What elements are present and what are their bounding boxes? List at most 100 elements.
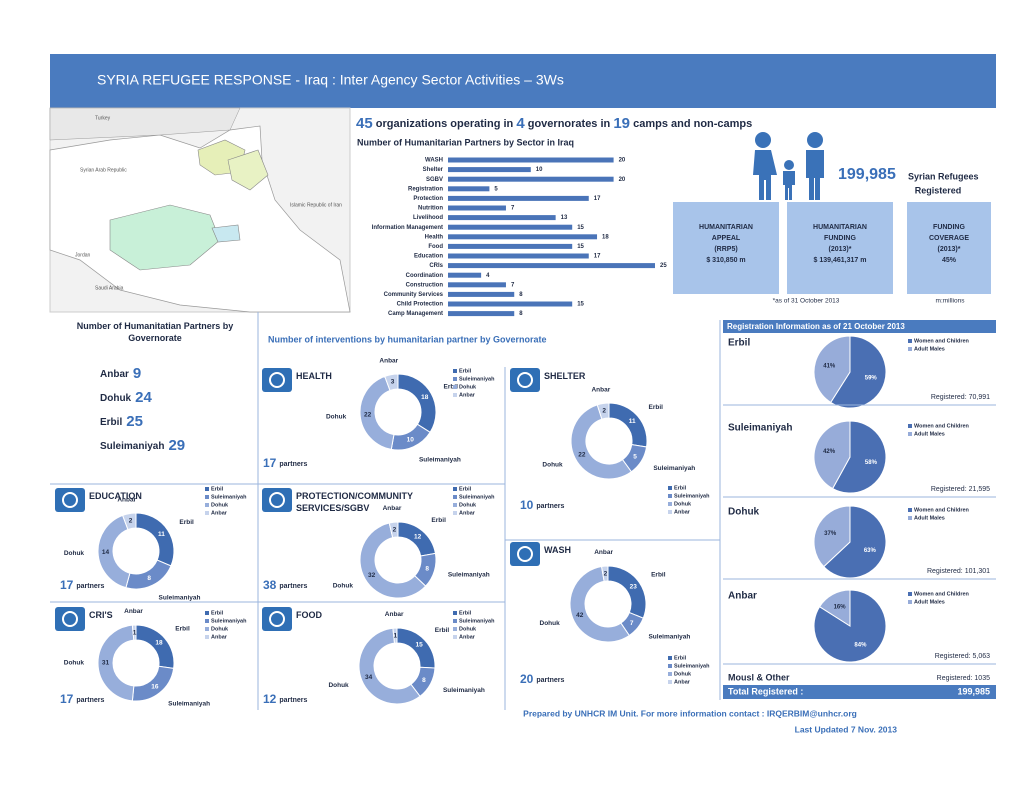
donut-label: 8	[425, 565, 429, 572]
gov-count: 24	[135, 389, 152, 406]
sector-icon-glyph	[62, 492, 78, 508]
donut-category: Anbar	[117, 497, 136, 504]
partners-count: 10	[520, 498, 534, 512]
donut-label: 2	[604, 570, 608, 577]
legend-swatch	[668, 672, 672, 676]
donut-label: 8	[422, 677, 426, 684]
bar-value: 18	[602, 234, 609, 240]
funding-text: FUNDING COVERAGE (2013)* 45%	[907, 202, 991, 266]
sector-icon	[262, 488, 292, 512]
partners: 17 partners	[263, 456, 307, 470]
gov-item: Erbil 25	[100, 413, 143, 430]
donut-category: Erbil	[175, 626, 190, 633]
bar	[448, 291, 515, 297]
donut-title: SHELTER	[544, 370, 604, 382]
bar	[448, 234, 598, 240]
legend-swatch	[668, 510, 672, 514]
legend-swatch	[908, 600, 912, 604]
donut-category: Dohuk	[326, 413, 347, 420]
partners: 17 partners	[60, 692, 104, 706]
gov-name: Dohuk	[100, 393, 132, 404]
donut-label: 5	[633, 454, 637, 461]
gov-item: Anbar 9	[100, 365, 141, 382]
legend-label: Adult Males	[914, 346, 945, 352]
legend-label: Dohuk	[674, 501, 692, 507]
legend-swatch	[453, 487, 457, 491]
legend-label: Erbil	[674, 655, 687, 661]
donut-category: Dohuk	[542, 461, 563, 468]
bar-value: 17	[594, 196, 601, 202]
funding-text-line: 45%	[941, 257, 956, 264]
partners: 12 partners	[263, 692, 307, 706]
org-text: organizations operating in	[376, 118, 514, 130]
pie-label: 59%	[865, 376, 878, 382]
funding-text: HUMANITARIAN FUNDING (2013)* $ 139,461,317 …	[787, 202, 893, 266]
donut-category: Anbar	[591, 386, 610, 393]
partners: 20 partners	[520, 672, 564, 686]
donut-label: 32	[368, 572, 376, 579]
legend-swatch	[205, 511, 209, 515]
bar	[448, 167, 531, 173]
bar	[448, 205, 506, 211]
pie-slice	[830, 335, 887, 409]
donut-category: Suleimaniyah	[159, 595, 201, 602]
partners-count: 12	[263, 692, 277, 706]
donut-category: Dohuk	[64, 550, 85, 557]
legend-label: Anbar	[211, 634, 228, 640]
legend-swatch	[453, 385, 457, 389]
legend-label: Adult Males	[914, 599, 945, 605]
donut-title: EDUCATION	[89, 491, 142, 501]
legend-swatch	[453, 369, 457, 373]
gov-item: Suleimaniyah 29	[100, 437, 185, 454]
partners-label: partners	[279, 697, 307, 704]
region-title: Dohuk	[728, 507, 760, 518]
donut-label: 1	[133, 629, 137, 636]
donut-label: 2	[602, 408, 606, 415]
bar	[448, 157, 614, 163]
legend-swatch	[908, 516, 912, 520]
gov-name: Suleimaniyah	[100, 441, 164, 452]
bar-value: 4	[486, 273, 490, 279]
donut-title-line: FOOD	[296, 610, 322, 620]
donut-title-line: WASH	[544, 545, 571, 555]
donut-label: 42	[576, 612, 584, 619]
legend-swatch	[205, 635, 209, 639]
pie-slice	[813, 505, 851, 568]
legend-label: Dohuk	[211, 626, 229, 632]
donut-label: 18	[155, 640, 163, 647]
funding-text-line: COVERAGE	[928, 235, 970, 242]
legend-label: Anbar	[211, 510, 228, 516]
total-value: 199,985	[957, 686, 990, 696]
bar-value: 7	[511, 282, 515, 288]
legend-swatch	[668, 664, 672, 668]
partners-count: 38	[263, 578, 277, 592]
bar-category: Food	[428, 244, 443, 250]
funding-text: FUNDING COVERAGE (2013)* 45%	[907, 202, 991, 266]
donut-slice	[131, 624, 137, 641]
sector-icon	[262, 368, 292, 392]
legend-swatch	[668, 486, 672, 490]
donut-label: 15	[416, 642, 424, 649]
donut-title: FOOD	[296, 609, 356, 621]
partners-label: partners	[279, 583, 307, 590]
gov-count: 9	[133, 365, 141, 382]
bar	[448, 311, 515, 317]
bar-value: 5	[494, 186, 498, 192]
funding-text: HUMANITARIAN APPEAL (RRP5) $ 310,850 m	[699, 224, 753, 264]
partners-count: 20	[520, 672, 534, 686]
donut-label: 12	[414, 533, 422, 540]
donut-slice	[608, 402, 648, 448]
camp-text: camps and non-camps	[633, 118, 752, 130]
funding-box	[787, 202, 893, 294]
donut-slice	[135, 512, 175, 567]
sector-icon-glyph	[517, 372, 533, 388]
gov-title: Number of Humanitatian Partners by Gover…	[77, 321, 234, 343]
bar	[448, 272, 482, 278]
legend-swatch	[205, 611, 209, 615]
donut-category: Anbar	[594, 549, 613, 556]
partners-label: partners	[536, 503, 564, 510]
partners-label: partners	[76, 583, 104, 590]
bar-value: 10	[536, 167, 543, 173]
bar-category: CRIs	[429, 263, 443, 269]
legend-label: Erbil	[459, 610, 472, 616]
